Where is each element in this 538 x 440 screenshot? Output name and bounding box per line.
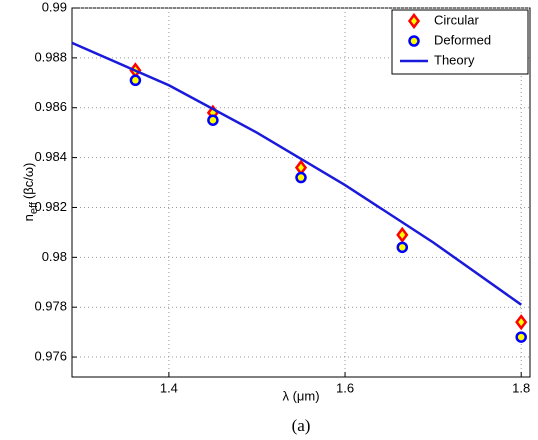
circle-marker [408,35,420,47]
legend-label: Deformed [434,32,491,47]
circle-marker [295,171,307,184]
y-label-sub: eff [28,201,40,214]
caption: (a) [292,416,311,435]
circle-marker [129,74,142,87]
legend-label: Theory [434,52,475,67]
x-tick-label: 1.8 [512,380,530,395]
circle-marker [207,114,219,126]
x-axis-label: λ (μm) [282,388,319,403]
x-tick-label: 1.4 [160,380,178,395]
legend-label: Circular [434,12,479,27]
y-tick-label: 0.99 [42,0,67,14]
y-tick-label: 0.984 [34,149,67,164]
y-tick-label: 0.976 [34,348,67,363]
diamond-marker [515,314,528,331]
y-tick-label: 0.98 [42,249,67,264]
diamond-marker [396,226,409,243]
circle-marker [515,331,527,343]
y-axis-label: neff (βc/ω) [21,163,39,222]
y-tick-label: 0.978 [34,299,67,314]
x-tick-label: 1.6 [336,380,354,395]
theory-line [71,41,522,306]
y-tick-label: 0.988 [34,49,67,64]
circle-marker [396,241,409,254]
y-label-rest: (βc/ω) [21,163,36,199]
diamond-marker [407,12,421,30]
y-label-main: n [21,214,36,221]
y-tick-label: 0.986 [34,99,67,114]
y-tick-label: 0.982 [34,199,67,214]
